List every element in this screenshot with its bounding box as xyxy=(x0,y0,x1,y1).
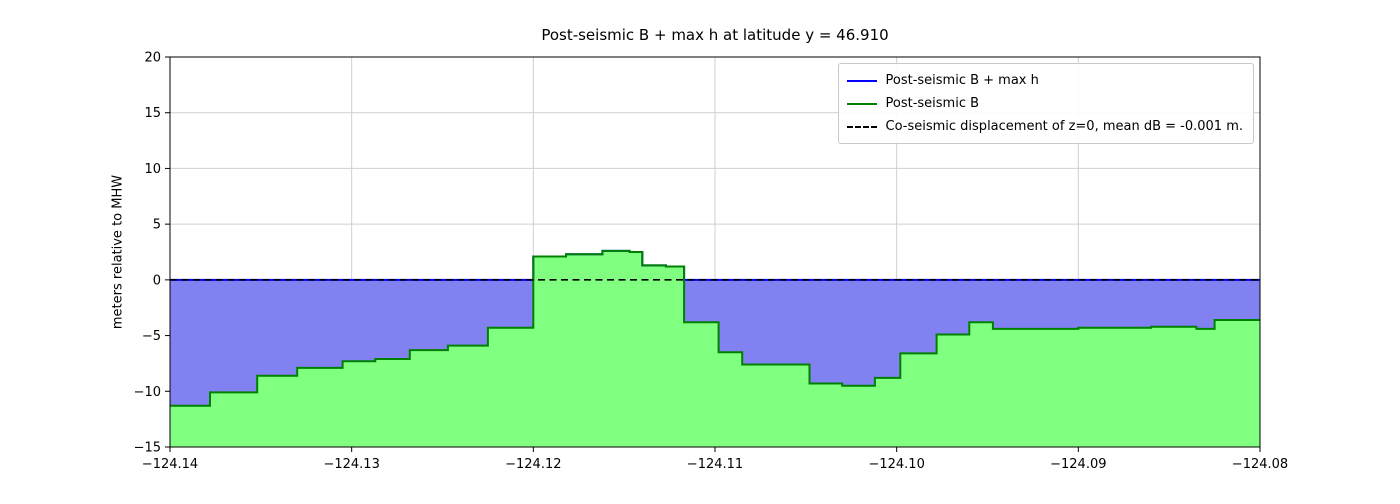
legend-label: Post-seismic B xyxy=(885,96,980,111)
svg-text:0: 0 xyxy=(153,273,161,288)
legend-entry-b: Post-seismic B xyxy=(846,92,1244,115)
legend-entry-coseismic: Co-seismic displacement of z=0, mean dB … xyxy=(846,115,1244,138)
svg-text:−124.10: −124.10 xyxy=(868,457,924,472)
legend-label: Co-seismic displacement of z=0, mean dB … xyxy=(885,119,1244,134)
svg-text:−124.14: −124.14 xyxy=(142,457,198,472)
svg-text:5: 5 xyxy=(153,218,161,233)
y-axis-label: meters relative to MHW xyxy=(110,174,126,330)
svg-text:−124.13: −124.13 xyxy=(323,457,379,472)
legend: Post-seismic B + max h Post-seismic B Co… xyxy=(837,63,1254,144)
green-line-sample-icon xyxy=(846,102,877,105)
chart-title: Post-seismic B + max h at latitude y = 4… xyxy=(541,26,889,44)
svg-text:10: 10 xyxy=(144,162,161,177)
dashed-line-sample-icon xyxy=(846,125,877,128)
legend-label: Post-seismic B + max h xyxy=(885,73,1039,88)
svg-text:−5: −5 xyxy=(142,329,161,344)
blue-line-sample-icon xyxy=(846,79,877,82)
svg-text:−124.12: −124.12 xyxy=(505,457,561,472)
svg-text:−15: −15 xyxy=(134,441,161,456)
svg-text:−124.11: −124.11 xyxy=(687,457,743,472)
svg-text:20: 20 xyxy=(144,51,161,66)
legend-entry-b-plus-h: Post-seismic B + max h xyxy=(846,69,1244,92)
svg-text:−124.08: −124.08 xyxy=(1232,457,1288,472)
svg-text:−124.09: −124.09 xyxy=(1050,457,1106,472)
svg-text:−10: −10 xyxy=(134,385,161,400)
svg-text:15: 15 xyxy=(144,106,161,121)
